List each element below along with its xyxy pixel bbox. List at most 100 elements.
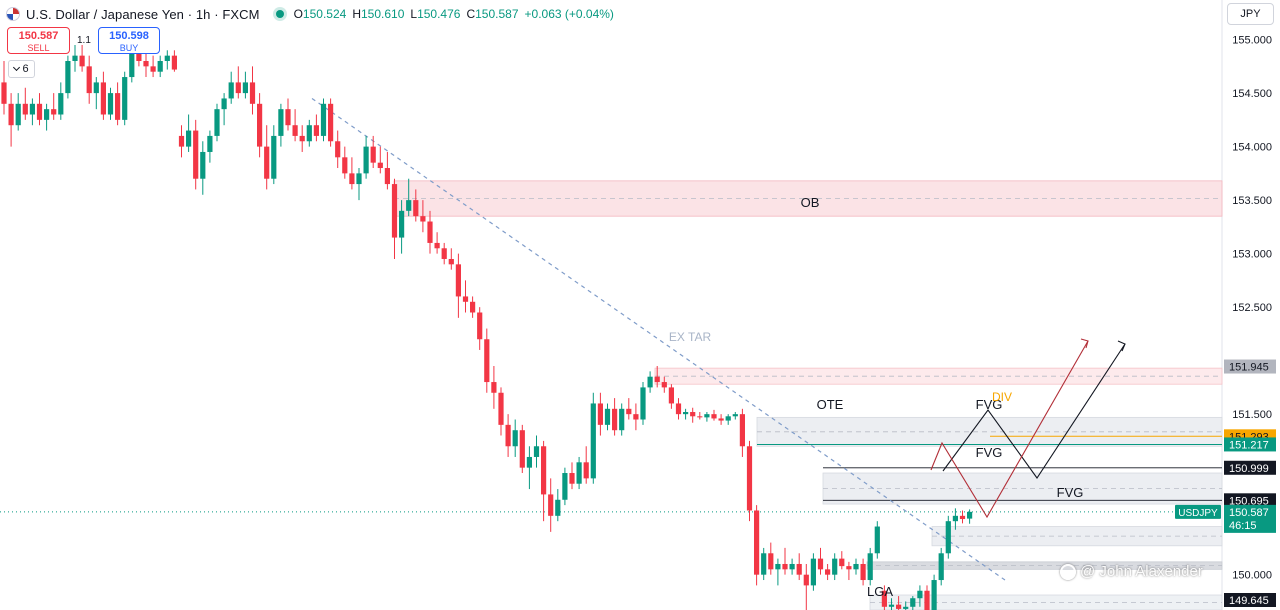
candle-71[interactable] <box>505 424 511 447</box>
candle-87[interactable] <box>619 408 625 431</box>
buy-button[interactable]: 150.598 BUY <box>98 27 160 54</box>
candle-60[interactable] <box>427 221 433 243</box>
candle-111[interactable] <box>789 563 795 570</box>
candle-85[interactable] <box>604 408 611 425</box>
candle-35[interactable] <box>249 82 256 104</box>
candle-58[interactable] <box>413 200 419 217</box>
candle-44[interactable] <box>313 125 319 136</box>
candle-134[interactable] <box>952 515 958 522</box>
candle-11[interactable] <box>79 55 85 67</box>
candle-112[interactable] <box>796 563 802 575</box>
candle-135[interactable] <box>959 515 966 520</box>
candle-118[interactable] <box>839 558 845 567</box>
sell-button[interactable]: 150.587 SELL <box>7 27 70 54</box>
candle-84[interactable] <box>597 403 603 425</box>
candle-91[interactable] <box>647 376 653 388</box>
candle-48[interactable] <box>342 157 348 174</box>
candle-55[interactable] <box>391 184 398 238</box>
candle-97[interactable] <box>690 412 696 417</box>
candle-90[interactable] <box>640 387 646 420</box>
candle-126[interactable] <box>896 604 902 609</box>
candle-61[interactable] <box>434 242 440 249</box>
candle-107[interactable] <box>761 553 767 575</box>
candle-64[interactable] <box>455 264 461 297</box>
candle-65[interactable] <box>462 296 469 302</box>
candle-106[interactable] <box>754 510 760 575</box>
candle-18[interactable] <box>129 44 135 78</box>
projection-path-black[interactable] <box>942 343 1126 479</box>
candle-116[interactable] <box>825 569 831 575</box>
symbol-title[interactable]: U.S. Dollar / Japanese Yen · 1h · FXCM <box>26 6 260 22</box>
candle-67[interactable] <box>477 312 483 340</box>
candle-88[interactable] <box>626 408 632 415</box>
candle-102[interactable] <box>725 416 731 421</box>
candle-1[interactable] <box>8 103 14 126</box>
candle-6[interactable] <box>44 109 50 120</box>
candle-9[interactable] <box>65 61 71 94</box>
candle-73[interactable] <box>519 430 525 468</box>
candle-43[interactable] <box>306 125 312 142</box>
candle-56[interactable] <box>399 210 405 238</box>
price-tag-0[interactable] <box>1224 359 1276 374</box>
candle-16[interactable] <box>115 93 121 120</box>
currency-button[interactable]: JPY <box>1227 3 1274 25</box>
candle-20[interactable] <box>143 61 149 67</box>
indicators-toggle-button[interactable]: 6 <box>8 60 35 78</box>
candle-4[interactable] <box>29 103 35 115</box>
candle-121[interactable] <box>860 563 866 581</box>
candle-78[interactable] <box>555 499 561 516</box>
candle-22[interactable] <box>157 61 163 72</box>
candle-28[interactable] <box>200 151 206 179</box>
price-tag-2[interactable] <box>1224 437 1276 452</box>
candle-96[interactable] <box>683 412 689 415</box>
candle-27[interactable] <box>193 130 199 179</box>
candle-54[interactable] <box>384 168 390 185</box>
candle-14[interactable] <box>100 82 106 115</box>
current-price-tag[interactable] <box>1224 504 1276 533</box>
price-tag-4[interactable] <box>1224 493 1276 508</box>
candle-124[interactable] <box>881 590 887 607</box>
candle-128[interactable] <box>910 598 916 607</box>
candle-95[interactable] <box>675 403 682 415</box>
candle-119[interactable] <box>846 566 852 570</box>
candle-2[interactable] <box>15 103 21 126</box>
candle-15[interactable] <box>107 93 114 115</box>
candle-38[interactable] <box>271 135 277 179</box>
candle-46[interactable] <box>328 103 334 142</box>
candle-127[interactable] <box>903 606 909 609</box>
candle-32[interactable] <box>228 82 234 99</box>
candle-109[interactable] <box>775 563 781 570</box>
candle-93[interactable] <box>661 382 667 388</box>
candle-0[interactable] <box>1 82 7 104</box>
candle-57[interactable] <box>406 200 412 211</box>
candle-10[interactable] <box>72 55 78 61</box>
candle-104[interactable] <box>739 414 745 447</box>
candle-89[interactable] <box>633 414 639 420</box>
candle-52[interactable] <box>370 146 376 163</box>
candle-5[interactable] <box>36 103 43 120</box>
candle-72[interactable] <box>512 430 518 447</box>
candle-74[interactable] <box>526 456 532 468</box>
candle-117[interactable] <box>832 558 838 575</box>
candle-68[interactable] <box>484 339 490 383</box>
candle-51[interactable] <box>363 146 369 174</box>
projection-path-red[interactable] <box>930 340 1089 519</box>
candle-37[interactable] <box>264 146 270 179</box>
candle-25[interactable] <box>178 135 185 147</box>
candle-101[interactable] <box>718 418 724 421</box>
candle-75[interactable] <box>533 446 540 457</box>
candle-29[interactable] <box>207 135 213 152</box>
candle-99[interactable] <box>704 414 710 418</box>
candle-136[interactable] <box>967 511 973 519</box>
candle-113[interactable] <box>803 574 809 586</box>
candle-120[interactable] <box>853 563 859 570</box>
candle-47[interactable] <box>335 141 341 158</box>
candle-114[interactable] <box>810 558 816 586</box>
candle-123[interactable] <box>874 526 880 554</box>
candle-77[interactable] <box>548 494 554 516</box>
price-tag-6[interactable] <box>1224 593 1276 607</box>
candle-98[interactable] <box>697 416 703 418</box>
candle-39[interactable] <box>278 109 284 136</box>
candle-94[interactable] <box>668 387 674 404</box>
